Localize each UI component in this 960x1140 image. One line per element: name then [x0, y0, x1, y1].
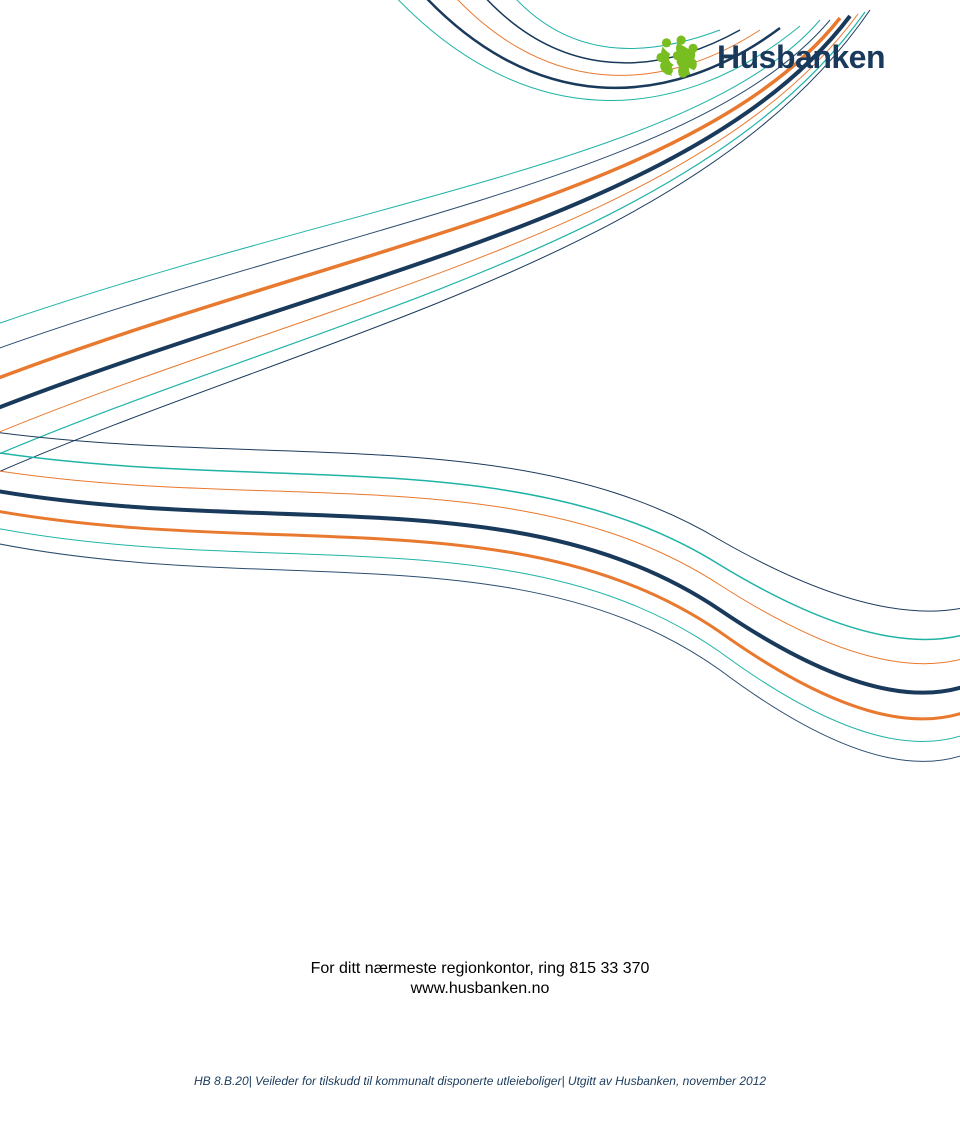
brand-name: Husbanken — [717, 39, 885, 76]
curve-path — [0, 525, 960, 742]
contact-block: For ditt nærmeste regionkontor, ring 815… — [0, 960, 960, 1000]
footer-publication-line: HB 8.B.20| Veileder for tilskudd til kom… — [0, 1074, 960, 1088]
curve-path — [0, 430, 960, 611]
contact-url-line: www.husbanken.no — [0, 980, 960, 998]
curve-path — [0, 540, 960, 761]
curve-path — [0, 450, 960, 639]
curve-path — [0, 508, 960, 719]
contact-phone-line: For ditt nærmeste regionkontor, ring 815… — [0, 960, 960, 978]
brand-logo: Husbanken — [650, 30, 885, 85]
curve-path — [0, 468, 960, 664]
curve-path — [0, 488, 960, 693]
brand-mark-icon — [650, 30, 705, 85]
